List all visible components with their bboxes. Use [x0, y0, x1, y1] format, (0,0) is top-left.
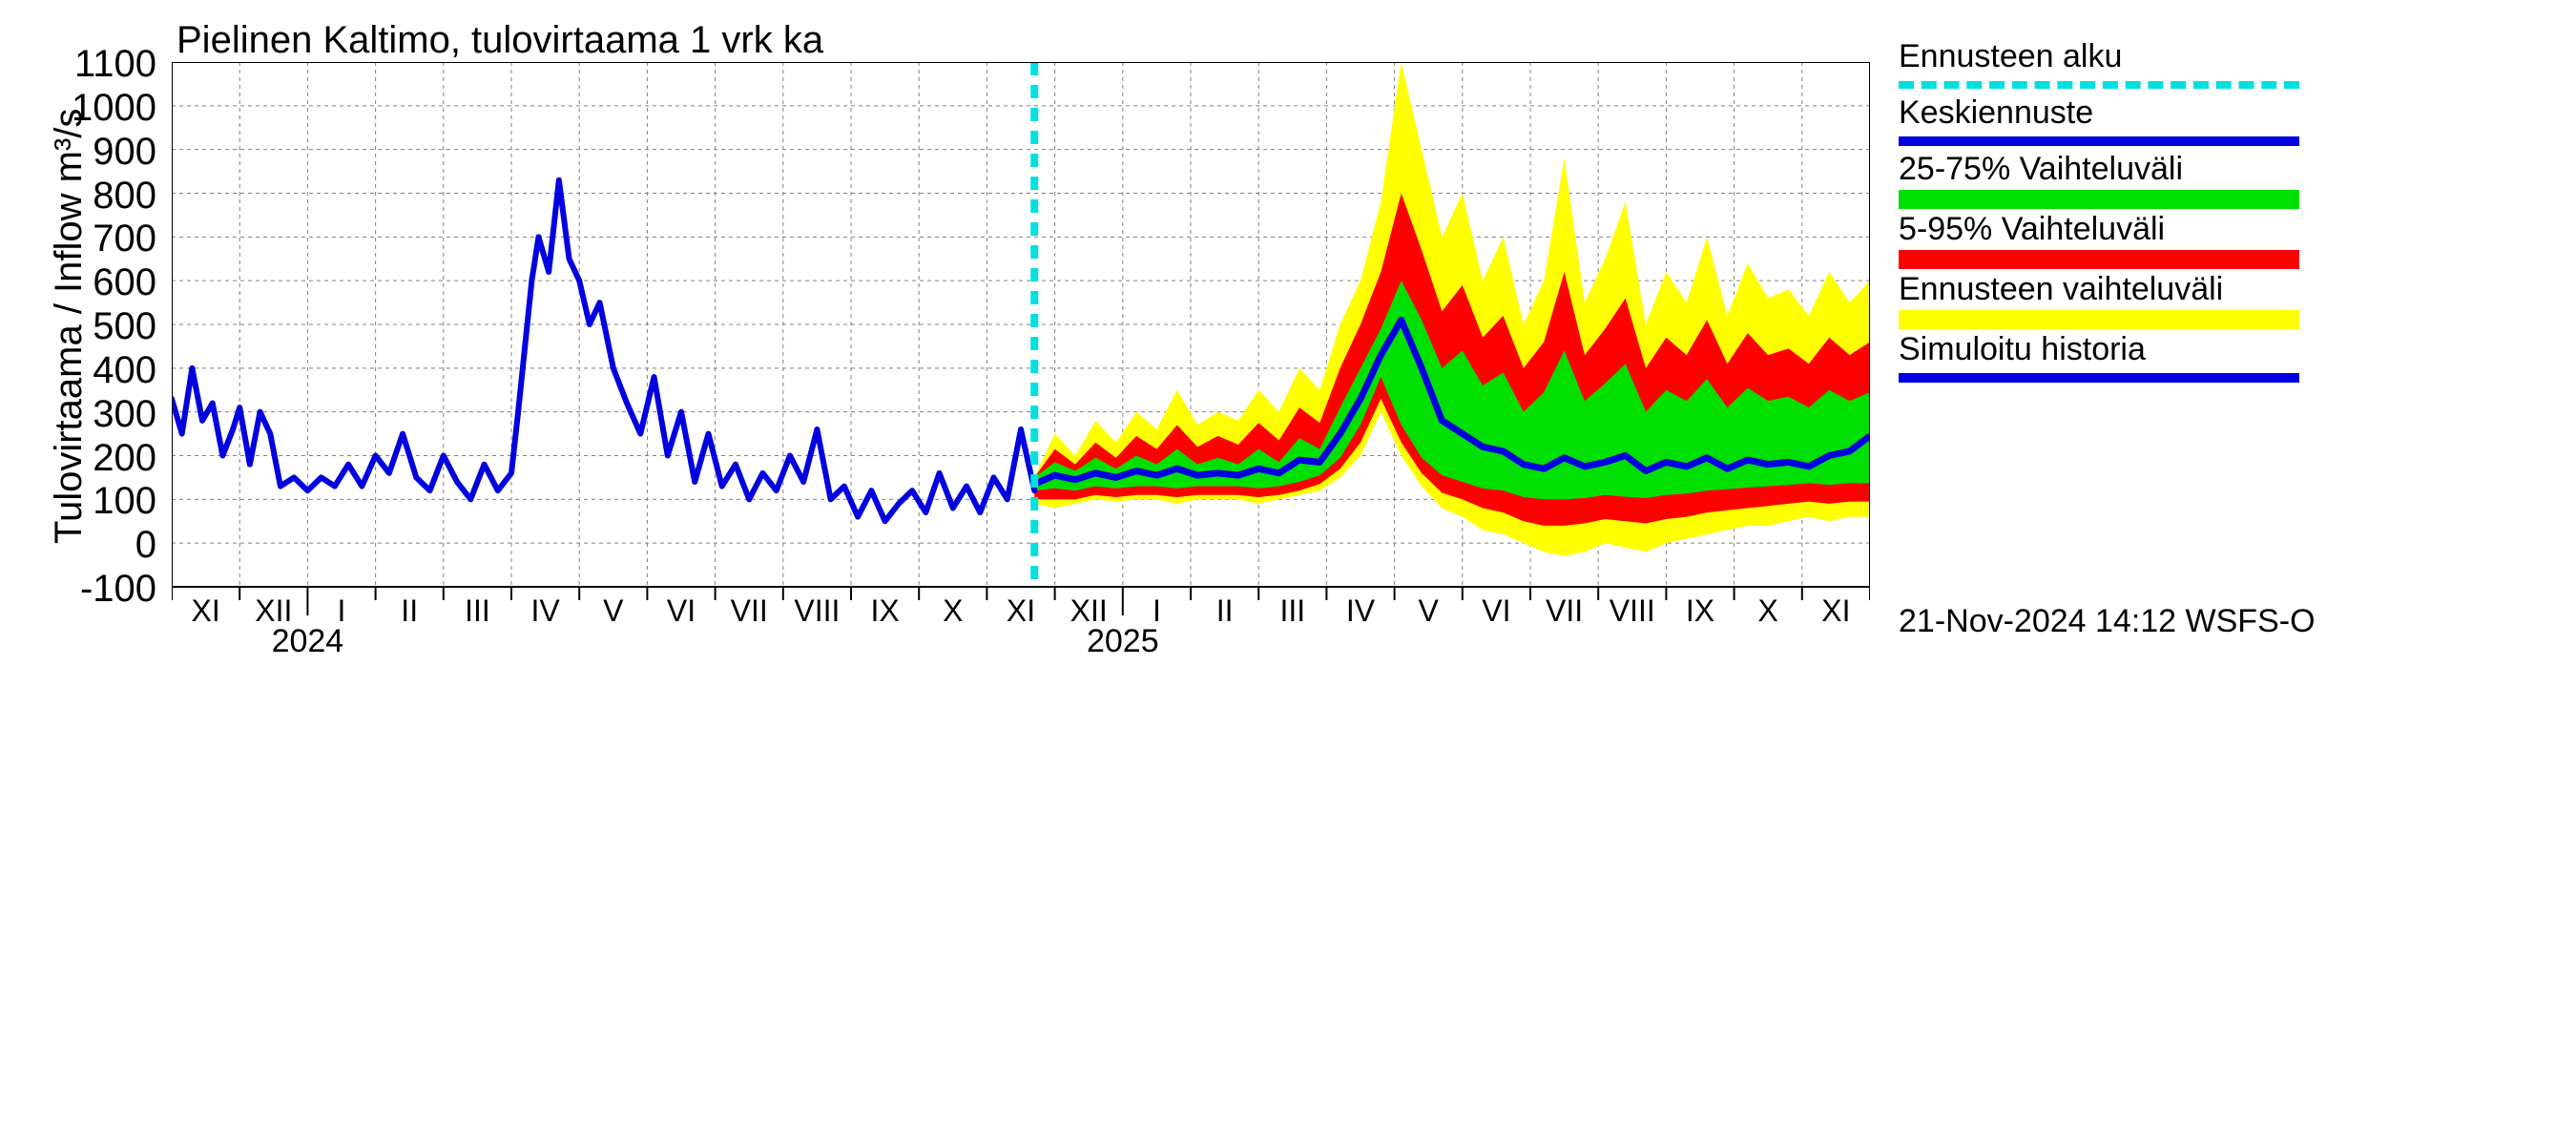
x-tick-label: X — [1758, 593, 1778, 628]
y-tick-label: 200 — [93, 437, 156, 480]
y-tick-label: 0 — [135, 524, 156, 567]
x-year-label: 2025 — [1087, 623, 1159, 654]
y-tick-label: 300 — [93, 393, 156, 436]
x-tick-label: IV — [1346, 593, 1376, 628]
x-tick-label: III — [465, 593, 490, 628]
x-tick-label: VIII — [1610, 593, 1655, 628]
x-tick-label: V — [1419, 593, 1440, 628]
chart-title: Pielinen Kaltimo, tulovirtaama 1 vrk ka — [177, 19, 823, 62]
x-tick-label: VII — [731, 593, 768, 628]
y-tick-label: 1100 — [74, 43, 156, 86]
y-axis-label: Tulovirtaama / Inflow m³/s — [48, 109, 91, 544]
y-tick-label: 100 — [93, 480, 156, 523]
x-tick-label: VI — [667, 593, 696, 628]
y-tick-label: 600 — [93, 261, 156, 304]
legend-item: 5-95% Vaihteluväli — [1899, 211, 2347, 269]
x-tick-label: VIII — [794, 593, 840, 628]
x-tick-label: IV — [530, 593, 560, 628]
x-tick-label: VI — [1482, 593, 1510, 628]
legend-label: 5-95% Vaihteluväli — [1899, 211, 2347, 248]
legend-item: Ennusteen alku — [1899, 38, 2347, 89]
y-tick-label: 500 — [93, 305, 156, 348]
x-tick-label: X — [943, 593, 963, 628]
legend-label: Ennusteen alku — [1899, 38, 2347, 75]
x-tick-label: XI — [1821, 593, 1850, 628]
x-tick-label: III — [1279, 593, 1305, 628]
legend-label: Keskiennuste — [1899, 94, 2347, 132]
x-tick-label: II — [1216, 593, 1234, 628]
footer-timestamp: 21-Nov-2024 14:12 WSFS-O — [1899, 603, 2316, 640]
legend: Ennusteen alku Keskiennuste 25-75% Vaihtel… — [1899, 38, 2347, 387]
legend-label: Ennusteen vaihteluväli — [1899, 271, 2347, 308]
legend-item: Simuloitu historia — [1899, 331, 2347, 383]
legend-swatch — [1899, 136, 2299, 146]
legend-swatch — [1899, 190, 2299, 209]
x-tick-label: IX — [1686, 593, 1714, 628]
page: Pielinen Kaltimo, tulovirtaama 1 vrk ka … — [0, 0, 2576, 1145]
x-tick-label: VII — [1546, 593, 1583, 628]
legend-swatch — [1899, 373, 2299, 383]
legend-label: 25-75% Vaihteluväli — [1899, 151, 2347, 188]
x-tick-label: IX — [870, 593, 899, 628]
x-tick-label: XI — [1007, 593, 1035, 628]
legend-swatch — [1899, 310, 2299, 329]
y-tick-label: 400 — [93, 349, 156, 392]
y-tick-label: 900 — [93, 131, 156, 174]
y-tick-label: -100 — [80, 568, 156, 611]
legend-swatch — [1899, 81, 2299, 89]
legend-label: Simuloitu historia — [1899, 331, 2347, 368]
y-tick-label: 800 — [93, 175, 156, 218]
x-tick-label: V — [603, 593, 624, 628]
y-tick-label: 700 — [93, 218, 156, 260]
x-tick-label: XI — [191, 593, 219, 628]
x-year-label: 2024 — [272, 623, 344, 654]
legend-item: Ennusteen vaihteluväli — [1899, 271, 2347, 329]
y-tick-label: 1000 — [72, 87, 156, 130]
chart-plot: XIXIIIIIIIIIVVVIVIIVIIIIXXXIXIIIIIIIIIVV… — [172, 62, 1870, 654]
legend-item: 25-75% Vaihteluväli — [1899, 151, 2347, 209]
legend-item: Keskiennuste — [1899, 94, 2347, 146]
legend-swatch — [1899, 250, 2299, 269]
x-tick-label: II — [401, 593, 418, 628]
